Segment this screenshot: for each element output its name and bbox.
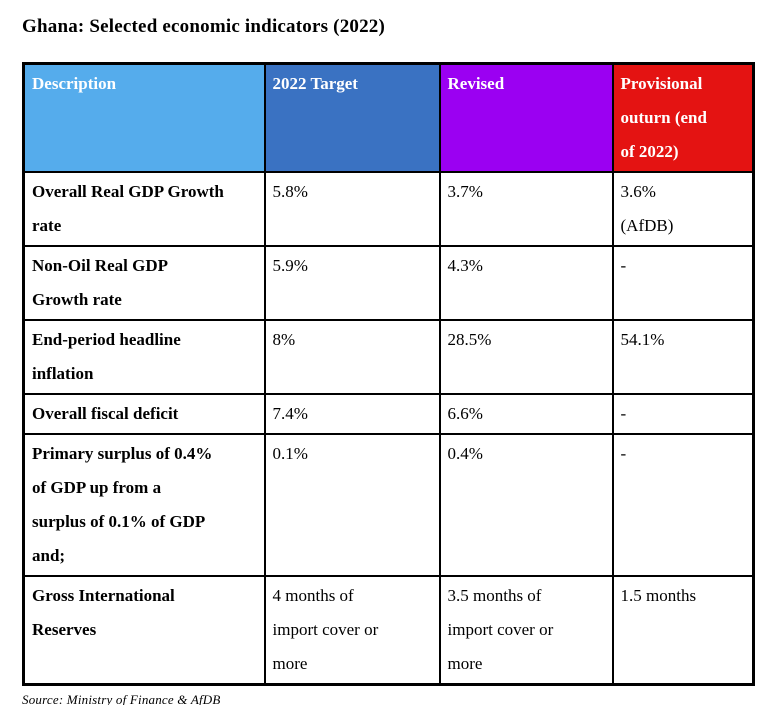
header-cell-description: Description [22,62,266,173]
cell-target: 7.4% [263,393,441,435]
cell-revised: 3.5 months of import cover or more [438,575,614,686]
header-row: Description 2022 Target Revised Provisio… [22,62,755,173]
page-title: Ghana: Selected economic indicators (202… [22,16,386,37]
cell-revised: 6.6% [438,393,614,435]
cell-provisional: - [611,433,755,577]
indicators-table: Description 2022 Target Revised Provisio… [22,62,755,686]
cell-revised: 0.4% [438,433,614,577]
header-cell-revised: Revised [438,62,614,173]
table-row-gross-international-reserves: Gross International Reserves 4 months of… [22,575,755,686]
table-row-overall-real-gdp: Overall Real GDP Growth rate 5.8% 3.7% 3… [22,171,755,247]
cell-target: 5.8% [263,171,441,247]
cell-description: Primary surplus of 0.4% of GDP up from a… [22,433,266,577]
cell-revised: 28.5% [438,319,614,395]
cell-revised: 3.7% [438,171,614,247]
cell-provisional: - [611,393,755,435]
cell-provisional: 54.1% [611,319,755,395]
cell-description: Gross International Reserves [22,575,266,686]
header-cell-provisional-outurn: Provisional outurn (end of 2022) [611,62,755,173]
cell-description: Overall Real GDP Growth rate [22,171,266,247]
cell-target: 8% [263,319,441,395]
table-row-headline-inflation: End-period headline inflation 8% 28.5% 5… [22,319,755,395]
cell-description: Overall fiscal deficit [22,393,266,435]
cell-target: 0.1% [263,433,441,577]
cell-provisional: - [611,245,755,321]
table-row-primary-surplus: Primary surplus of 0.4% of GDP up from a… [22,433,755,577]
table-row-fiscal-deficit: Overall fiscal deficit 7.4% 6.6% - [22,393,755,435]
cell-description: Non-Oil Real GDP Growth rate [22,245,266,321]
cell-provisional: 3.6% (AfDB) [611,171,755,247]
cell-provisional: 1.5 months [611,575,755,686]
cell-target: 5.9% [263,245,441,321]
header-cell-2022-target: 2022 Target [263,62,441,173]
cell-description: End-period headline inflation [22,319,266,395]
source-note: Source: Ministry of Finance & AfDB [22,692,221,705]
table-row-non-oil-gdp: Non-Oil Real GDP Growth rate 5.9% 4.3% - [22,245,755,321]
cell-revised: 4.3% [438,245,614,321]
cell-target: 4 months of import cover or more [263,575,441,686]
